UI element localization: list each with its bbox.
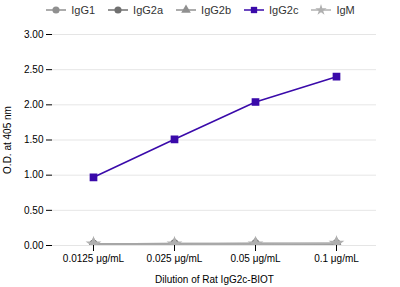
html-text:IgG2a: IgG2a — [133, 4, 164, 16]
svg-text:0.0125 μg/mL: 0.0125 μg/mL — [63, 253, 125, 264]
svg-text:0.1 μg/mL: 0.1 μg/mL — [314, 253, 359, 264]
svg-text:0.00: 0.00 — [24, 240, 44, 251]
svg-text:1.00: 1.00 — [24, 169, 44, 180]
svg-text:0.05 μg/mL: 0.05 μg/mL — [230, 253, 281, 264]
svg-text:0.025 μg/mL: 0.025 μg/mL — [147, 253, 203, 264]
html-text:IgG2c: IgG2c — [269, 4, 299, 16]
svg-text:2.00: 2.00 — [24, 99, 44, 110]
svg-text:Dilution of Rat IgG2c-BIOT: Dilution of Rat IgG2c-BIOT — [155, 274, 274, 285]
svg-text:2.50: 2.50 — [24, 64, 44, 75]
html-text:IgG1: IgG1 — [71, 4, 96, 16]
svg-text:1.50: 1.50 — [24, 134, 44, 145]
svg-text:O.D. at 405 nm: O.D. at 405 nm — [2, 106, 13, 174]
svg-text:3.00: 3.00 — [24, 29, 44, 40]
html-text:IgG2b: IgG2b — [201, 4, 231, 16]
svg-text:0.50: 0.50 — [24, 205, 44, 216]
html-text:IgM: IgM — [336, 4, 355, 16]
